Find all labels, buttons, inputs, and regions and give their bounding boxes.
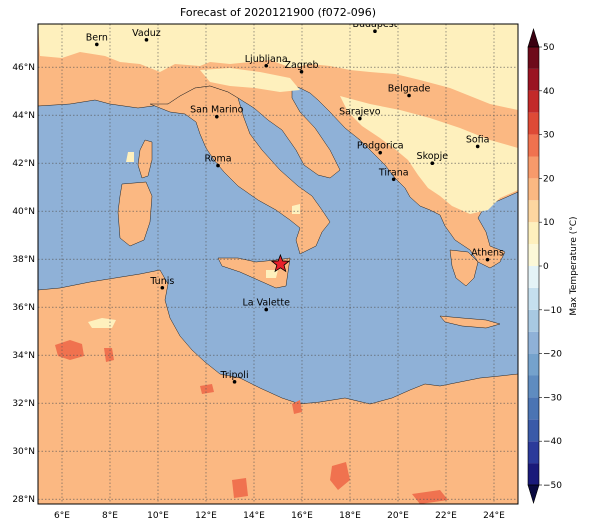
colorbar-tick-label: −30 (543, 393, 562, 403)
city-label: San Marino (190, 105, 243, 116)
lon-tick-label: 16°E (291, 511, 313, 521)
lon-tick-label: 14°E (243, 511, 265, 521)
lon-tick-label: 22°E (435, 511, 457, 521)
colorbar-under-arrow (528, 485, 539, 503)
colorbar-bin (528, 244, 539, 266)
colorbar-tick-label: −10 (543, 306, 562, 316)
city-label: Belgrade (388, 84, 431, 95)
city-label: Skopje (417, 151, 449, 162)
lon-tick-label: 8°E (102, 511, 118, 521)
city-label: Ljubljana (245, 54, 288, 65)
colorbar-bin (528, 222, 539, 244)
colorbar-over-arrow (528, 29, 539, 47)
colorbar-tick-label: 50 (543, 43, 555, 53)
colorbar-tick-label: −40 (543, 437, 562, 447)
city-label: Bern (86, 32, 108, 43)
colorbar-tick-label: 40 (543, 87, 555, 97)
colorbar-bin (528, 178, 539, 200)
colorbar-bin (528, 332, 539, 354)
city-label: Tirana (378, 167, 409, 178)
colorbar-bin (528, 135, 539, 157)
colorbar-tick-label: −50 (543, 481, 562, 491)
lat-tick-label: 34°N (12, 351, 35, 361)
colorbar-tick-label: 30 (543, 131, 555, 141)
colorbar-bin (528, 376, 539, 398)
colorbar-tick-label: 10 (543, 218, 555, 228)
colorbar-tick-label: 0 (543, 262, 549, 272)
city-label: Budapest (352, 19, 397, 30)
colorbar-tick-label: −20 (543, 350, 562, 360)
city-label: Athens (471, 248, 504, 259)
city-label: La Valette (242, 298, 290, 309)
colorbar-bin (528, 441, 539, 463)
lat-tick-label: 44°N (12, 111, 35, 121)
colorbar: −50 −40 −30 −20 −10 0 10 20 30 40 50 Max Temperatur… (528, 29, 579, 503)
colorbar-bin (528, 157, 539, 179)
lat-tick-label: 36°N (12, 303, 35, 313)
lon-tick-label: 24°E (483, 511, 505, 521)
colorbar-bin (528, 47, 539, 69)
city-label: Tunis (149, 276, 174, 287)
lat-tick-label: 42°N (12, 159, 35, 169)
lon-tick-label: 10°E (147, 511, 169, 521)
city-label: Tripoli (220, 370, 249, 381)
colorbar-bin (528, 288, 539, 310)
lon-tick-label: 20°E (387, 511, 409, 521)
colorbar-bin (528, 397, 539, 419)
lat-tick-label: 28°N (12, 495, 35, 505)
city-label: Roma (204, 154, 231, 165)
colorbar-tick-label: 20 (543, 174, 555, 184)
lat-tick-label: 30°N (12, 447, 35, 457)
city-label: Sarajevo (339, 107, 381, 118)
city-label: Vaduz (132, 28, 161, 39)
lon-tick-label: 12°E (195, 511, 217, 521)
colorbar-bin (528, 310, 539, 332)
pale-patch-sicily (266, 270, 278, 278)
colorbar-label: Max Temperature (°C) (569, 216, 579, 315)
lat-tick-label: 40°N (12, 207, 35, 217)
lat-tick-label: 46°N (12, 63, 35, 73)
hot-patch-4 (232, 478, 248, 498)
colorbar-bin (528, 266, 539, 288)
lon-tick-label: 18°E (339, 511, 361, 521)
colorbar-bin (528, 354, 539, 376)
lat-tick-label: 32°N (12, 399, 35, 409)
lat-tick-label: 38°N (12, 255, 35, 265)
lon-tick-label: 6°E (54, 511, 70, 521)
city-label: Podgorica (357, 141, 404, 152)
colorbar-bin (528, 69, 539, 91)
colorbar-bin (528, 91, 539, 113)
colorbar-bin (528, 200, 539, 222)
colorbar-bin (528, 113, 539, 135)
colorbar-bin (528, 463, 539, 485)
city-label: Sofia (466, 134, 490, 145)
colorbar-bin (528, 419, 539, 441)
city-label: Zagreb (285, 60, 319, 71)
